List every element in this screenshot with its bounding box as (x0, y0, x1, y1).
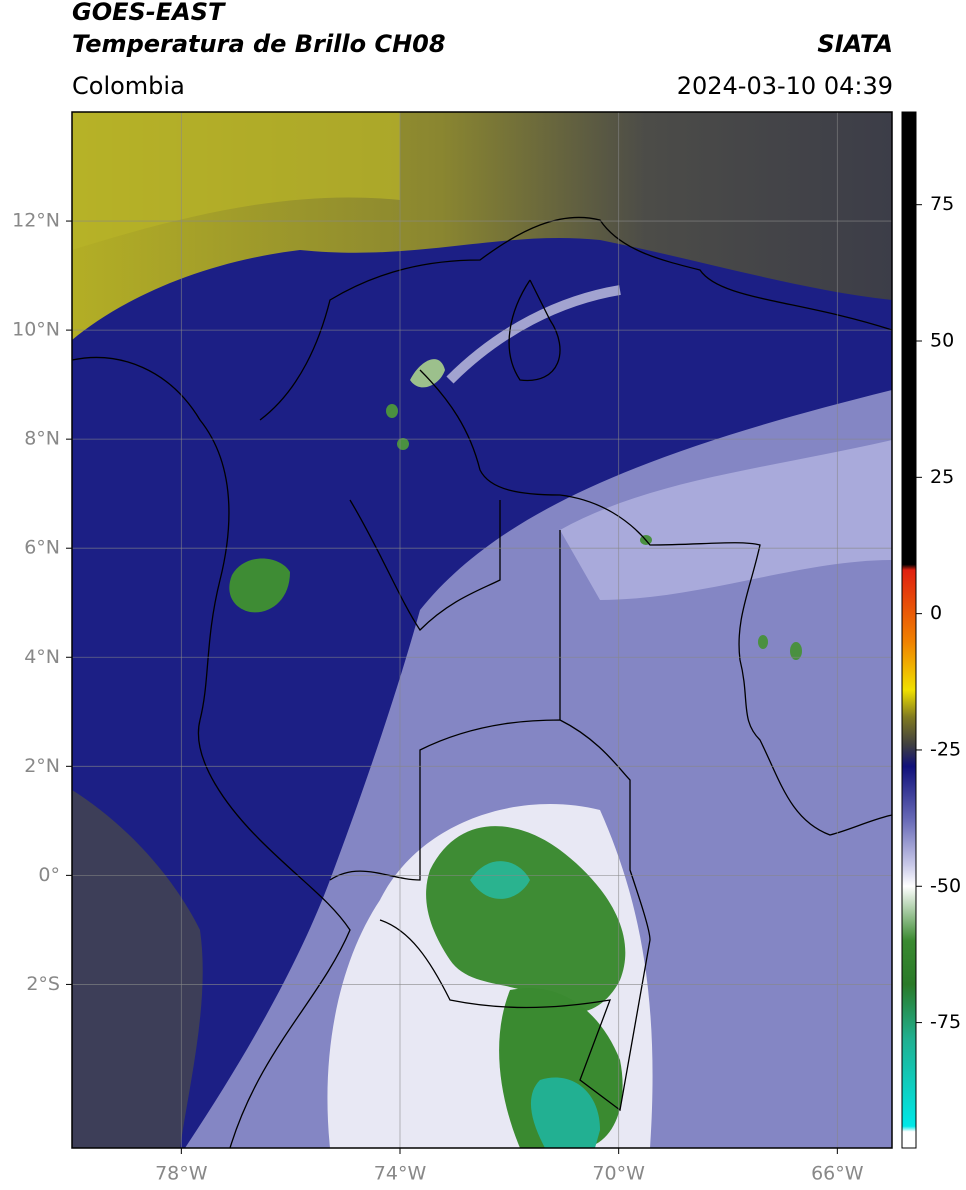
colorbar-tick-label: -75 (930, 1011, 961, 1033)
y-tick-label: 10°N (12, 319, 60, 341)
colorbar-tick-label: 75 (930, 193, 954, 215)
source: SIATA (817, 30, 893, 58)
x-tick-label: 66°W (811, 1163, 864, 1185)
y-tick-label: 6°N (24, 537, 60, 559)
grid (72, 112, 892, 1148)
subtitle: Temperatura de Brillo CH08 (72, 30, 446, 58)
colorbar-tick-label: -50 (930, 875, 961, 897)
colorbar-tick-label: 0 (930, 602, 942, 624)
colorbar-tick-label: 25 (930, 466, 954, 488)
map-frame (71, 111, 893, 1149)
y-tick-label: 12°N (12, 210, 60, 232)
title: GOES-EAST (72, 0, 225, 26)
x-tick-label: 70°W (592, 1163, 645, 1185)
y-tick-label: 4°N (24, 646, 60, 668)
colorbar-tick-label: 50 (930, 330, 954, 352)
y-tick-label: 2°S (26, 973, 60, 995)
region: Colombia (72, 72, 185, 100)
colorbar-tick-label: -25 (930, 738, 961, 760)
y-tick-label: 8°N (24, 428, 60, 450)
imagery (72, 112, 892, 1148)
colorbar (901, 111, 917, 1149)
x-tick-label: 74°W (374, 1163, 427, 1185)
y-tick-label: 2°N (24, 755, 60, 777)
y-tick-label: 0° (38, 864, 60, 886)
datetime: 2024-03-10 04:39 (676, 72, 893, 100)
x-tick-label: 78°W (155, 1163, 208, 1185)
